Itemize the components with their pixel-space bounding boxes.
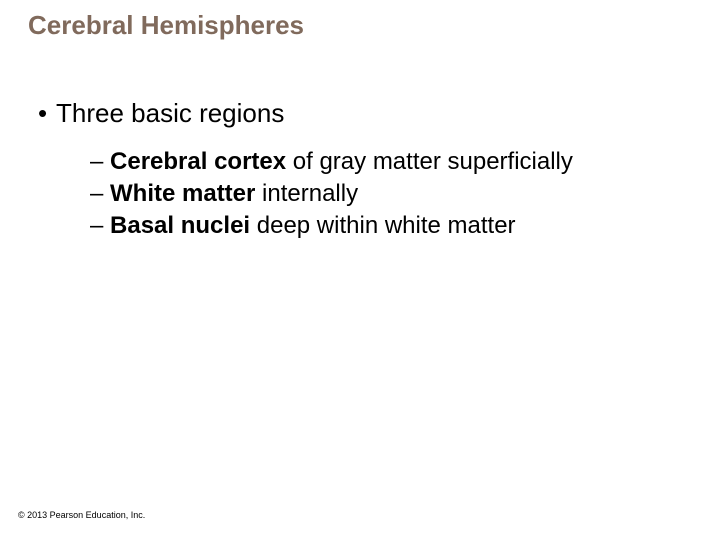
sub-bullet-item: – Basal nuclei deep within white matter <box>90 210 692 242</box>
main-bullet: •Three basic regions <box>38 97 692 130</box>
sub-bullet-bold: Basal nuclei <box>110 212 250 239</box>
bullet-dot: • <box>38 97 56 130</box>
sub-bullet-item: – White matter internally <box>90 178 692 210</box>
main-bullet-text: Three basic regions <box>56 98 284 128</box>
sub-bullet-bold: Cerebral cortex <box>110 148 286 175</box>
dash-icon: – <box>90 148 110 175</box>
dash-icon: – <box>90 180 110 207</box>
sub-bullet-rest: of gray matter superficially <box>286 148 573 175</box>
dash-icon: – <box>90 212 110 239</box>
slide-title: Cerebral Hemispheres <box>28 10 692 41</box>
sub-bullet-bold: White matter <box>110 180 255 207</box>
sub-bullet-item: – Cerebral cortex of gray matter superfi… <box>90 146 692 178</box>
copyright-text: © 2013 Pearson Education, Inc. <box>18 510 145 520</box>
sub-bullet-list: – Cerebral cortex of gray matter superfi… <box>90 146 692 243</box>
slide: Cerebral Hemispheres •Three basic region… <box>0 0 720 540</box>
sub-bullet-rest: internally <box>255 180 358 207</box>
sub-bullet-rest: deep within white matter <box>250 212 515 239</box>
